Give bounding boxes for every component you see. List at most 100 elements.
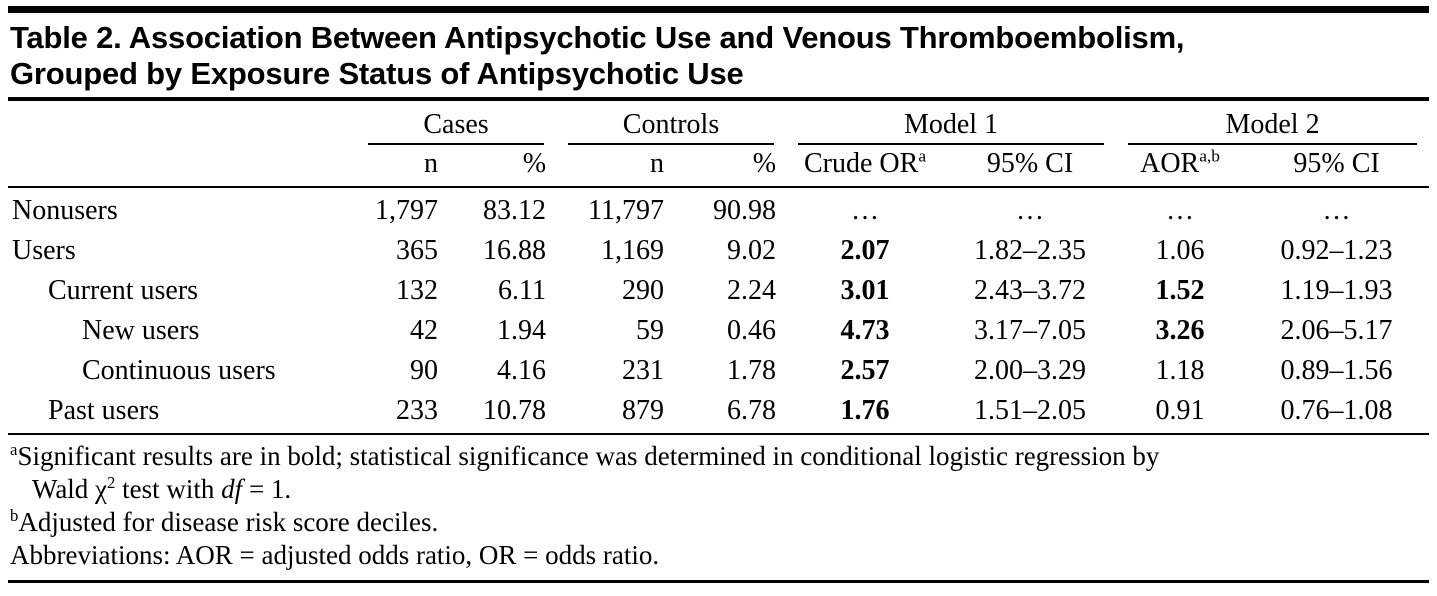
cell-model2-aor: 1.18 bbox=[1155, 354, 1205, 386]
table-title: Table 2. Association Between Antipsychot… bbox=[10, 20, 1427, 92]
page: Table 2. Association Between Antipsychot… bbox=[8, 6, 1430, 583]
group-header-cases: Cases bbox=[356, 104, 556, 145]
cell-model1-crude-or: 2.57 bbox=[840, 354, 890, 386]
table-title-line2: Grouped by Exposure Status of Antipsycho… bbox=[10, 55, 744, 91]
footnote-a-chi: Wald χ bbox=[32, 473, 108, 504]
group-header-model2: Model 2 bbox=[1116, 104, 1429, 145]
cell-model1-95ci: 2.00–3.29 bbox=[974, 354, 1087, 386]
cell-model2-aor: … bbox=[1166, 194, 1195, 226]
cell-controls-n: 290 bbox=[622, 274, 665, 306]
cell-cases-percent: 16.88 bbox=[483, 234, 547, 266]
cell-cases-n: 132 bbox=[396, 274, 438, 306]
col-header-cases-n: n bbox=[356, 144, 448, 188]
top-rule bbox=[8, 6, 1429, 13]
cell-cases-percent: 4.16 bbox=[497, 354, 547, 386]
col-header-aor: AORa,b bbox=[1116, 144, 1245, 188]
bottom-rule bbox=[8, 579, 1429, 583]
table-body: Nonusers 1,797 83.12 11,797 90.98 … … … … Users 36… bbox=[8, 187, 1430, 435]
footnote-a-end: = 1. bbox=[242, 473, 292, 504]
row-label: Current users bbox=[48, 274, 199, 306]
cell-controls-percent: 1.78 bbox=[727, 354, 777, 386]
table-row-new-users: New users 42 1.94 59 0.46 4.73 3.17–7.05 3.26 2.… bbox=[8, 311, 1429, 351]
footnote-a-marker: a bbox=[10, 439, 18, 459]
cell-model2-aor: 3.26 bbox=[1155, 314, 1205, 346]
cell-model2-95ci: 0.76–1.08 bbox=[1244, 390, 1430, 435]
cell-model2-aor: 1.06 bbox=[1155, 234, 1205, 266]
group-header-model1: Model 1 bbox=[786, 104, 1116, 145]
cell-model1-crude-or: 3.01 bbox=[840, 274, 890, 306]
footnotes: aSignificant results are in bold; statis… bbox=[8, 435, 1429, 572]
row-label: Nonusers bbox=[12, 194, 118, 226]
col-header-label: 95% CI bbox=[986, 147, 1074, 179]
cell-cases-n: 365 bbox=[396, 234, 438, 266]
group-header-model1-label: Model 1 bbox=[798, 109, 1105, 145]
table-row-nonusers: Nonusers 1,797 83.12 11,797 90.98………… bbox=[8, 187, 1429, 231]
cell-model1-crude-or: … bbox=[851, 194, 880, 226]
table-row-users: Users 365 16.88 1,169 9.02 2.07 1.82–2.35 1.06 0… bbox=[8, 231, 1429, 271]
footnote-a-line1: Significant results are in bold; statist… bbox=[17, 440, 1160, 471]
row-label: Users bbox=[12, 234, 76, 266]
cell-cases-n: 1,797 bbox=[375, 194, 438, 226]
col-header-model1-ci: 95% CI bbox=[944, 144, 1117, 188]
results-table: Cases Controls Model 1 Model 2 n % n % C… bbox=[8, 104, 1430, 435]
col-header-label: n bbox=[650, 147, 665, 179]
footnote-b-marker: b bbox=[10, 505, 19, 525]
footnote-abbreviations-text: Abbreviations: AOR = adjusted odds ratio… bbox=[10, 539, 660, 570]
cell-model2-95ci: 1.19–1.93 bbox=[1280, 274, 1393, 306]
cell-controls-n: 59 bbox=[636, 314, 665, 346]
cell-model1-95ci: 2.43–3.72 bbox=[974, 274, 1087, 306]
col-header-crude-or: Crude ORa bbox=[786, 144, 945, 188]
cell-cases-percent: 83.12 bbox=[483, 194, 547, 226]
table-row-current-users: Current users 132 6.11 290 2.24 3.01 2.43–3.72… bbox=[8, 271, 1429, 311]
group-header-controls: Controls bbox=[556, 104, 786, 145]
col-header-label: 95% CI bbox=[1293, 147, 1380, 179]
cell-controls-percent: 9.02 bbox=[727, 234, 777, 266]
group-header-controls-label: Controls bbox=[568, 109, 775, 145]
group-header-spacer bbox=[8, 104, 356, 145]
group-header-row: Cases Controls Model 1 Model 2 bbox=[8, 104, 1429, 145]
cell-controls-percent: 2.24 bbox=[727, 274, 777, 306]
table-row-past-users: Past users 233 10.78 879 6.78 1.76 1.51–2.05 0.… bbox=[8, 390, 1430, 435]
col-header-label: % bbox=[752, 147, 777, 179]
cell-model2-95ci: 2.06–5.17 bbox=[1280, 314, 1393, 346]
row-label: New users bbox=[82, 314, 200, 346]
cell-controls-percent: 6.78 bbox=[674, 390, 787, 435]
cell-cases-percent: 1.94 bbox=[497, 314, 547, 346]
cell-model1-crude-or: 4.73 bbox=[840, 314, 890, 346]
title-rule bbox=[8, 96, 1429, 101]
cell-model1-95ci: 1.82–2.35 bbox=[974, 234, 1087, 266]
cell-model2-95ci: 0.92–1.23 bbox=[1280, 234, 1393, 266]
cell-model1-crude-or: 2.07 bbox=[840, 234, 890, 266]
cell-model2-95ci: 0.89–1.56 bbox=[1280, 354, 1393, 386]
row-label: Continuous users bbox=[82, 354, 276, 386]
cell-model2-aor: 1.52 bbox=[1155, 274, 1205, 306]
cell-controls-n: 231 bbox=[622, 354, 665, 386]
cell-model2-95ci: … bbox=[1322, 194, 1351, 226]
cell-model1-crude-or: 1.76 bbox=[786, 390, 945, 435]
cell-model1-95ci: … bbox=[1016, 194, 1045, 226]
column-header-row: n % n % Crude ORa 95% CI AORa,b 95% CI bbox=[8, 144, 1430, 188]
group-header-cases-label: Cases bbox=[368, 109, 545, 145]
column-header-spacer bbox=[8, 144, 356, 188]
cell-cases-percent: 6.11 bbox=[498, 274, 547, 306]
col-header-superscript: a bbox=[918, 146, 927, 166]
footnote-a: aSignificant results are in bold; statis… bbox=[10, 440, 1427, 506]
col-header-controls-percent: % bbox=[674, 144, 787, 188]
cell-model1-95ci: 1.51–2.05 bbox=[944, 390, 1117, 435]
footnote-b-text: Adjusted for disease risk score deciles. bbox=[18, 506, 439, 537]
col-header-controls-n: n bbox=[556, 144, 675, 188]
cell-cases-n: 42 bbox=[410, 314, 438, 346]
cell-model2-aor: 0.91 bbox=[1116, 390, 1245, 435]
row-label: Past users bbox=[8, 390, 356, 435]
table-title-line1: Table 2. Association Between Antipsychot… bbox=[10, 20, 1185, 55]
cell-model1-95ci: 3.17–7.05 bbox=[974, 314, 1087, 346]
cell-controls-percent: 0.46 bbox=[727, 314, 777, 346]
table-row-continuous-users: Continuous users 90 4.16 231 1.78 2.57 2.00–3.… bbox=[8, 351, 1429, 391]
col-header-label: % bbox=[522, 147, 547, 179]
footnote-abbreviations: Abbreviations: AOR = adjusted odds ratio… bbox=[10, 539, 1427, 572]
footnote-a-line2: Wald χ2 test with df = 1. bbox=[10, 474, 291, 504]
col-header-cases-percent: % bbox=[448, 144, 557, 188]
cell-controls-n: 879 bbox=[556, 390, 675, 435]
cell-controls-n: 1,169 bbox=[601, 234, 665, 266]
cell-cases-percent: 10.78 bbox=[448, 390, 557, 435]
